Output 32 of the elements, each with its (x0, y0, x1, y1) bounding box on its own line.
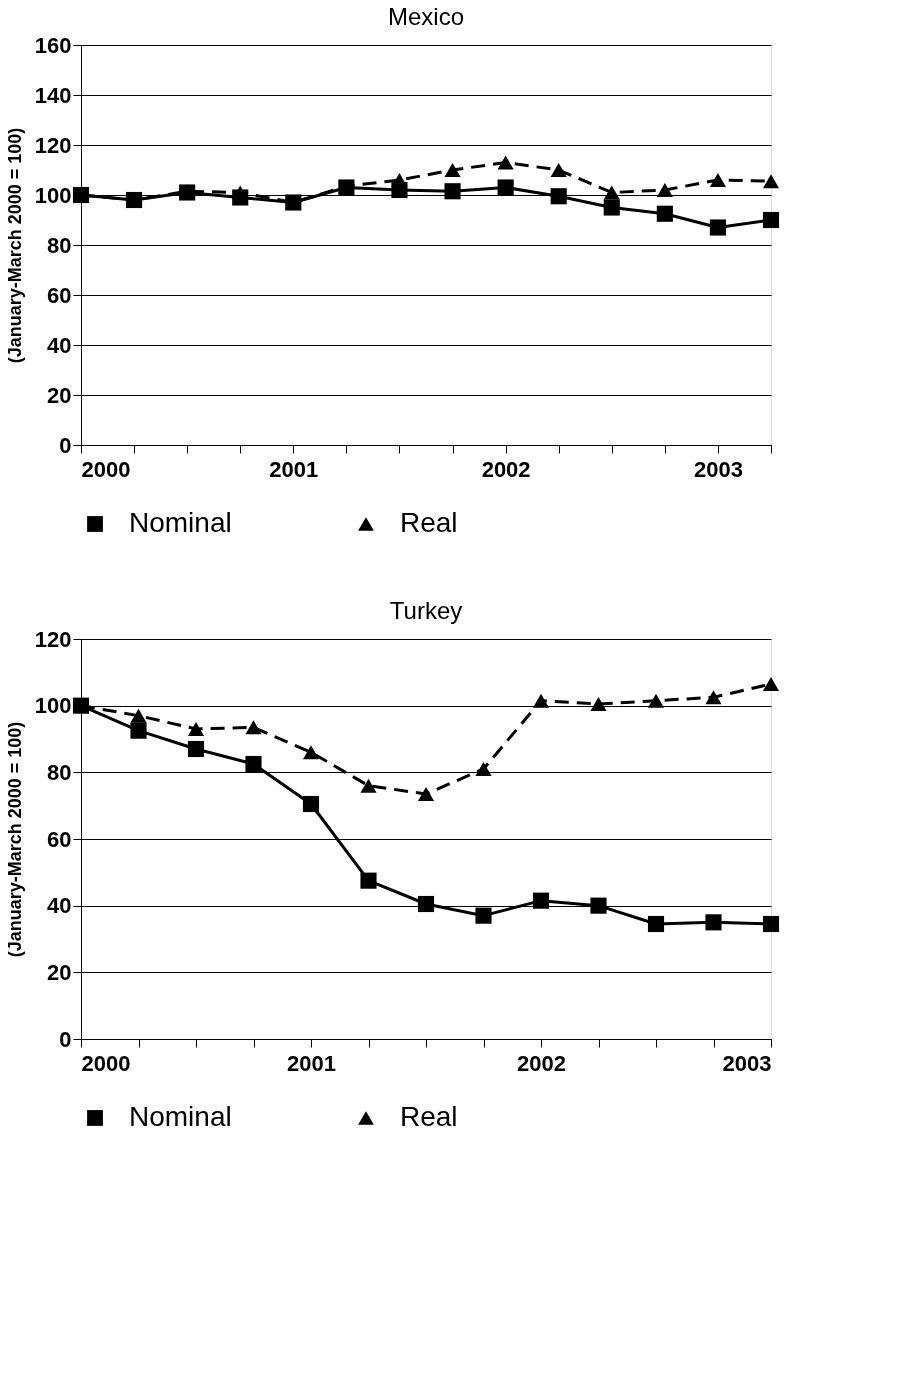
y-tick-label: 0 (59, 432, 72, 458)
x-tick-label: 2002 (481, 456, 531, 482)
y-tick-label: 60 (47, 282, 72, 308)
x-tick-label: 2001 (269, 456, 319, 482)
y-tick-label: 20 (47, 959, 72, 985)
y-tick-label: 80 (47, 232, 72, 258)
x-tick-label: 2002 (517, 1050, 566, 1076)
x-tick-label: 2003 (693, 456, 743, 482)
y-tick-label: 100 (34, 693, 72, 719)
legend-label: Nominal (129, 507, 232, 538)
y-axis-title: (January-March 2000 = 100) (4, 721, 25, 958)
y-tick-label: 40 (47, 332, 72, 358)
y-tick-label: 120 (34, 626, 72, 652)
legend-label: Nominal (129, 1101, 232, 1132)
y-tick-label: 40 (47, 893, 72, 919)
x-tick-label: 2003 (722, 1050, 772, 1076)
y-tick-label: 0 (59, 1026, 72, 1052)
chart-title: Mexico (387, 3, 465, 30)
y-tick-label: 120 (34, 132, 72, 158)
y-tick-label: 140 (34, 82, 72, 108)
x-tick-label: 2000 (81, 456, 131, 482)
legend-label: Real (400, 507, 458, 538)
y-tick-label: 20 (47, 382, 72, 408)
legend-label: Real (400, 1101, 458, 1132)
chart-title: Turkey (389, 597, 463, 624)
x-tick-label: 2001 (287, 1050, 336, 1076)
y-tick-label: 80 (47, 759, 72, 785)
y-axis-title: (January-March 2000 = 100) (4, 127, 25, 364)
y-tick-label: 60 (47, 826, 72, 852)
x-tick-label: 2000 (81, 1050, 131, 1076)
y-tick-label: 100 (34, 182, 72, 208)
y-tick-label: 160 (34, 32, 72, 58)
